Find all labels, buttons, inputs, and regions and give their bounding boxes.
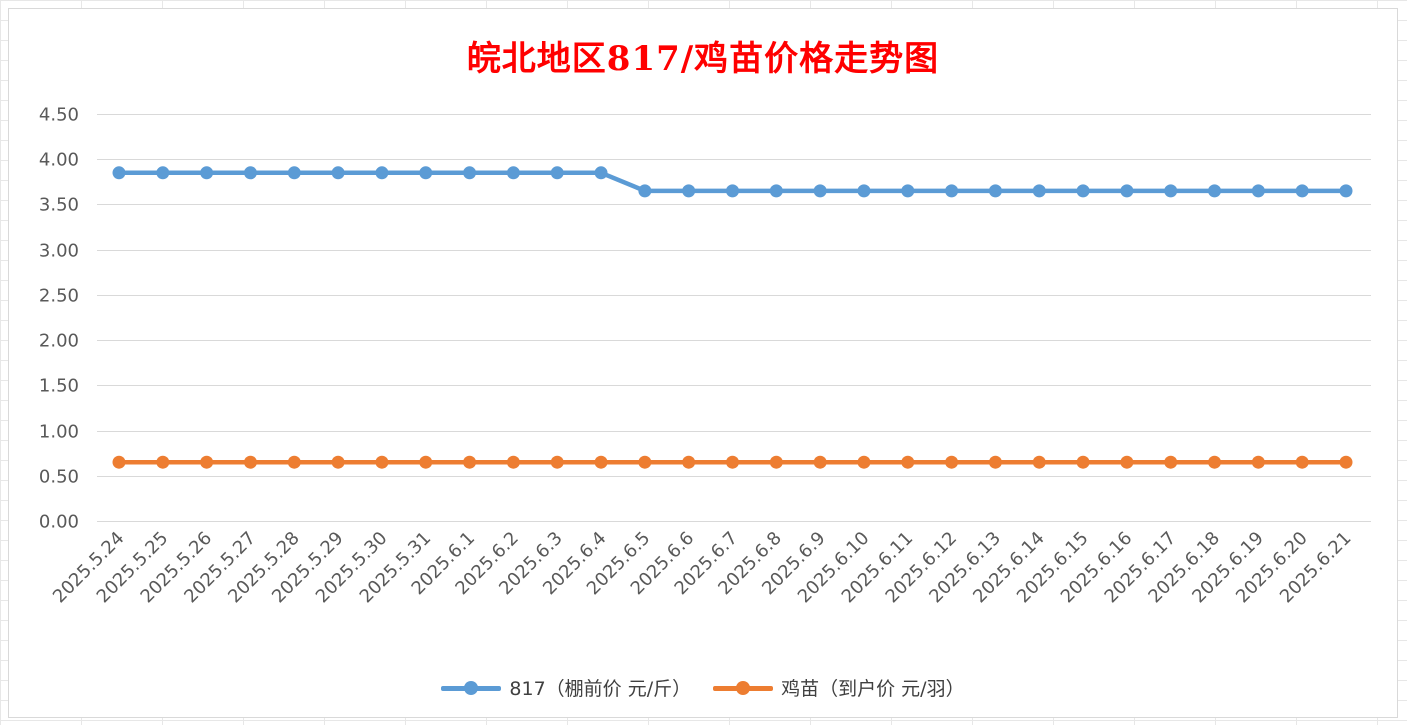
y-tick-label: 1.50	[39, 376, 79, 397]
data-point-0	[375, 166, 389, 180]
data-point-1	[156, 455, 170, 469]
data-point-0	[1295, 184, 1309, 198]
data-point-0	[638, 184, 652, 198]
data-point-0	[287, 166, 301, 180]
data-point-0	[857, 184, 871, 198]
y-tick-label: 3.00	[39, 241, 79, 262]
chart-title: 皖北地区817/鸡苗价格走势图	[466, 39, 940, 79]
y-tick-label: 0.50	[39, 467, 79, 488]
data-point-1	[594, 455, 608, 469]
y-tick-label: 4.00	[39, 150, 79, 171]
y-tick-label: 2.00	[39, 331, 79, 352]
data-point-1	[682, 455, 696, 469]
data-point-1	[1076, 455, 1090, 469]
data-point-1	[769, 455, 783, 469]
data-point-0	[1032, 184, 1046, 198]
chart-legend: 817（棚前价 元/斤） 鸡苗（到户价 元/羽）	[9, 674, 1397, 701]
data-point-1	[1120, 455, 1134, 469]
data-point-0	[331, 166, 345, 180]
data-point-0	[682, 184, 696, 198]
data-point-0	[988, 184, 1002, 198]
data-point-0	[550, 166, 564, 180]
data-point-0	[1164, 184, 1178, 198]
legend-item-817: 817（棚前价 元/斤）	[441, 674, 691, 701]
data-point-0	[1339, 184, 1353, 198]
data-point-1	[112, 455, 126, 469]
plot-area: 0.00 0.50 1.00 1.50 2.00 2.50 3.00 3.50 4.00 4.50…	[39, 105, 1371, 607]
data-point-1	[945, 455, 959, 469]
y-tick-label: 0.00	[39, 512, 79, 533]
data-point-0	[156, 166, 170, 180]
legend-swatch-817	[441, 680, 502, 695]
data-point-1	[857, 455, 871, 469]
data-point-1	[1251, 455, 1265, 469]
data-point-1	[1032, 455, 1046, 469]
y-tick-label: 3.50	[39, 195, 79, 216]
data-point-1	[287, 455, 301, 469]
legend-label-chick: 鸡苗（到户价 元/羽）	[781, 678, 965, 700]
data-point-1	[419, 455, 433, 469]
data-point-1	[375, 455, 389, 469]
data-point-0	[1251, 184, 1265, 198]
y-tick-label: 1.00	[39, 422, 79, 443]
data-point-0	[506, 166, 520, 180]
data-point-1	[506, 455, 520, 469]
data-point-0	[813, 184, 827, 198]
data-point-1	[813, 455, 827, 469]
data-point-0	[769, 184, 783, 198]
data-point-1	[331, 455, 345, 469]
data-point-0	[726, 184, 739, 198]
data-point-1	[1208, 455, 1222, 469]
data-point-1	[726, 455, 739, 469]
data-point-0	[463, 166, 477, 180]
data-point-0	[112, 166, 126, 180]
y-tick-label: 2.50	[39, 286, 79, 307]
data-point-0	[945, 184, 959, 198]
data-point-0	[1120, 184, 1134, 198]
data-point-1	[1339, 455, 1353, 469]
data-point-0	[901, 184, 915, 198]
data-point-1	[463, 455, 477, 469]
legend-label-817: 817（棚前价 元/斤）	[509, 678, 692, 700]
data-point-1	[550, 455, 564, 469]
chart-area[interactable]: 皖北地区817/鸡苗价格走势图 0.00 0.50 1.00 1.50 2.00 2.50…	[8, 8, 1398, 718]
legend-item-chick: 鸡苗（到户价 元/羽）	[713, 674, 965, 701]
data-point-1	[901, 455, 915, 469]
data-point-1	[243, 455, 257, 469]
data-point-1	[638, 455, 652, 469]
legend-swatch-chick	[713, 680, 774, 695]
data-point-0	[200, 166, 214, 180]
data-point-1	[988, 455, 1002, 469]
data-point-1	[1295, 455, 1309, 469]
data-point-1	[1164, 455, 1178, 469]
data-point-0	[243, 166, 257, 180]
data-point-0	[1076, 184, 1090, 198]
data-point-0	[1208, 184, 1222, 198]
data-point-0	[594, 166, 608, 180]
data-point-0	[419, 166, 433, 180]
data-point-1	[200, 455, 214, 469]
y-tick-label: 4.50	[39, 105, 79, 126]
